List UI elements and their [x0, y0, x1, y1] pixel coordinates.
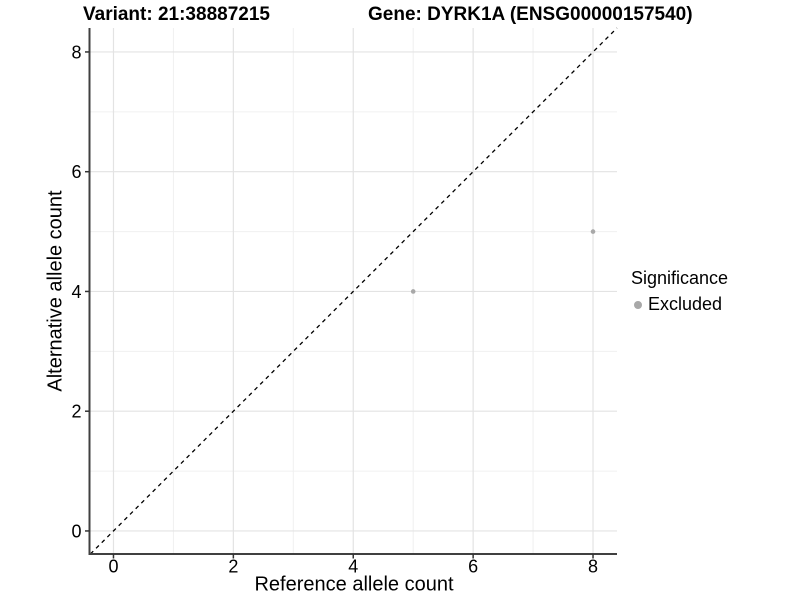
legend-item-label: Excluded	[648, 294, 723, 314]
x-tick-label: 2	[228, 557, 238, 577]
legend-item-excluded: Excluded	[631, 294, 728, 315]
x-tick-label: 8	[588, 557, 598, 577]
x-axis-title: Reference allele count	[254, 573, 454, 596]
y-tick-label: 6	[71, 162, 81, 182]
legend: Significance Excluded	[631, 268, 728, 315]
y-tick-label: 2	[71, 402, 81, 422]
x-tick-label: 4	[348, 557, 358, 577]
excluded-point-icon	[634, 300, 642, 309]
variant-title: Variant: 21:38887215	[83, 4, 270, 25]
y-tick-label: 4	[71, 282, 81, 302]
x-tick-label: 6	[468, 557, 478, 577]
x-tick-label: 0	[108, 557, 118, 577]
legend-title: Significance	[631, 268, 729, 288]
y-tick-label: 0	[71, 521, 81, 541]
y-axis-title: Alternative allele count	[44, 190, 67, 392]
y-tick-label: 8	[71, 42, 81, 62]
data-point	[590, 229, 596, 234]
gene-title: Gene: DYRK1A (ENSG00000157540)	[368, 4, 693, 25]
data-point	[410, 289, 416, 294]
